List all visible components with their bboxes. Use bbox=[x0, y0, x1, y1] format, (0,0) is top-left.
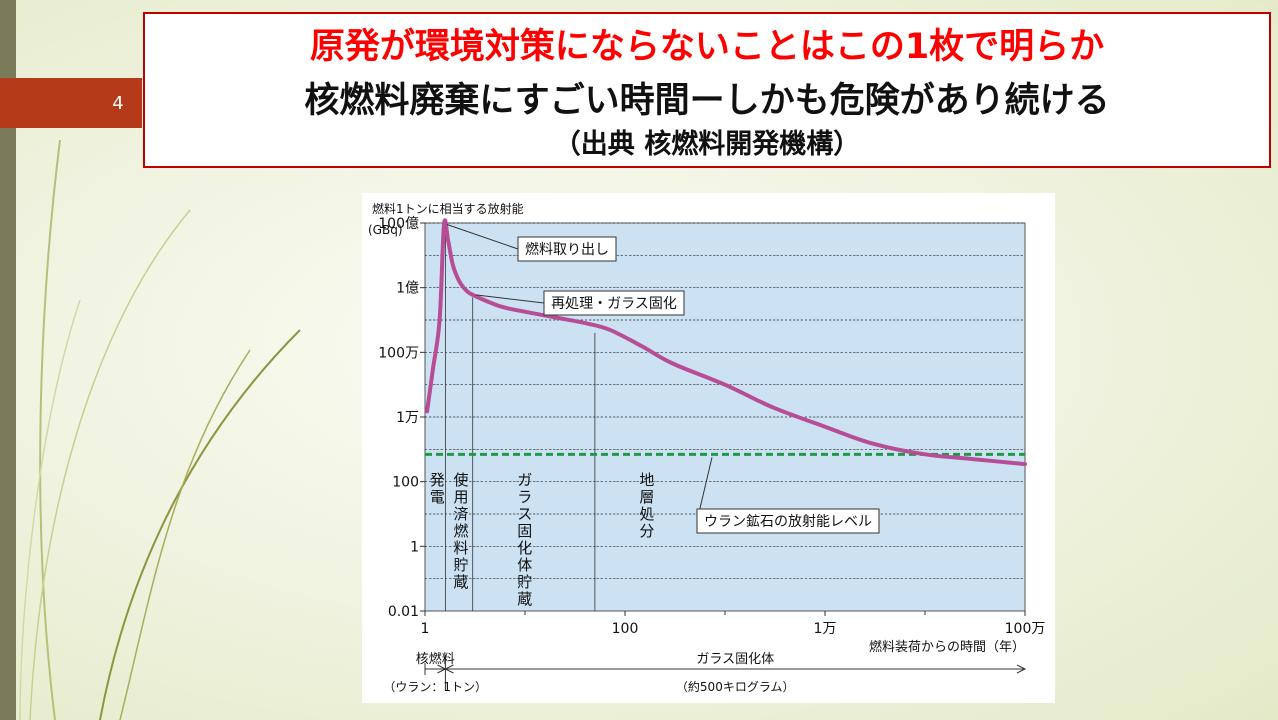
phase-label: 使用済燃料貯蔵 bbox=[454, 471, 469, 591]
chart-panel: 0.01 1 100 1万 100万 1億 100億 1 100 1万 100万 燃料1トンに相当する… bbox=[362, 193, 1055, 703]
left-accent-bar bbox=[0, 0, 16, 720]
title-source: （出典 核燃料開発機構） bbox=[553, 129, 861, 160]
callout-reprocessing-label: 再処理・ガラス固化 bbox=[551, 296, 677, 312]
phase-label: 発電 bbox=[430, 471, 445, 506]
phase-label: 地層処分 bbox=[639, 471, 654, 540]
decorative-grass-strokes bbox=[19, 139, 301, 720]
y-axis-label: 燃料1トンに相当する放射能 bbox=[372, 201, 524, 216]
title-box: 原発が環境対策にならないことはこの1枚で明らか 核燃料廃棄にすごい時間ーしかも危… bbox=[143, 12, 1271, 168]
callout-fuel-removal-label: 燃料取り出し bbox=[525, 241, 609, 258]
callout-uranium-level-label: ウラン鉱石の放射能レベル bbox=[704, 513, 872, 530]
callout-reprocessing-leader bbox=[475, 294, 545, 304]
y-tick-label: 100 bbox=[392, 475, 419, 491]
x-tick-label: 1 bbox=[421, 621, 430, 637]
material-arrow-end bbox=[1016, 664, 1027, 674]
y-tick-label: 100万 bbox=[378, 345, 419, 361]
slide-number-tab bbox=[0, 78, 142, 128]
x-tick-label: 100 bbox=[612, 621, 639, 637]
material-name: 核燃料 bbox=[416, 651, 455, 667]
y-tick-label: 100億 bbox=[378, 216, 419, 232]
y-tick-label: 1 bbox=[410, 539, 419, 555]
material-name: ガラス固化体 bbox=[696, 652, 774, 667]
title-main: 原発が環境対策にならないことはこの1枚で明らか bbox=[309, 27, 1105, 67]
material-detail: （ウラン：1トン） bbox=[383, 680, 487, 694]
y-tick-label: 0.01 bbox=[388, 604, 419, 620]
y-axis-unit: (GBq) bbox=[368, 223, 403, 237]
slide-number: 4 bbox=[112, 93, 124, 114]
radioactivity-curve bbox=[425, 218, 1027, 467]
x-axis-label: 燃料装荷からの時間（年） bbox=[869, 639, 1025, 655]
y-tick-label: 1万 bbox=[396, 410, 419, 426]
material-detail: （約500キログラム） bbox=[676, 679, 795, 694]
y-tick-label: 1億 bbox=[396, 281, 419, 297]
callout-fuel-removal-box bbox=[517, 236, 617, 262]
material-arrow-right bbox=[444, 664, 454, 674]
x-tick-label: 100万 bbox=[1005, 621, 1046, 637]
phase-label: ガラス固化体貯蔵 bbox=[517, 471, 532, 608]
callout-fuel-removal-leader bbox=[446, 224, 519, 250]
callout-reprocessing-box bbox=[543, 290, 685, 316]
x-tick-label: 1万 bbox=[814, 621, 837, 637]
callout-uranium-level-box bbox=[696, 508, 880, 534]
title-subtitle: 核燃料廃棄にすごい時間ーしかも危険があり続ける bbox=[304, 81, 1110, 121]
